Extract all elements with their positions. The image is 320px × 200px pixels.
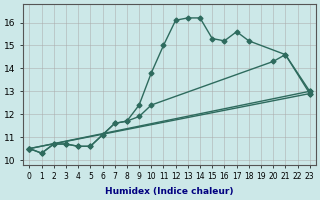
- X-axis label: Humidex (Indice chaleur): Humidex (Indice chaleur): [105, 187, 234, 196]
